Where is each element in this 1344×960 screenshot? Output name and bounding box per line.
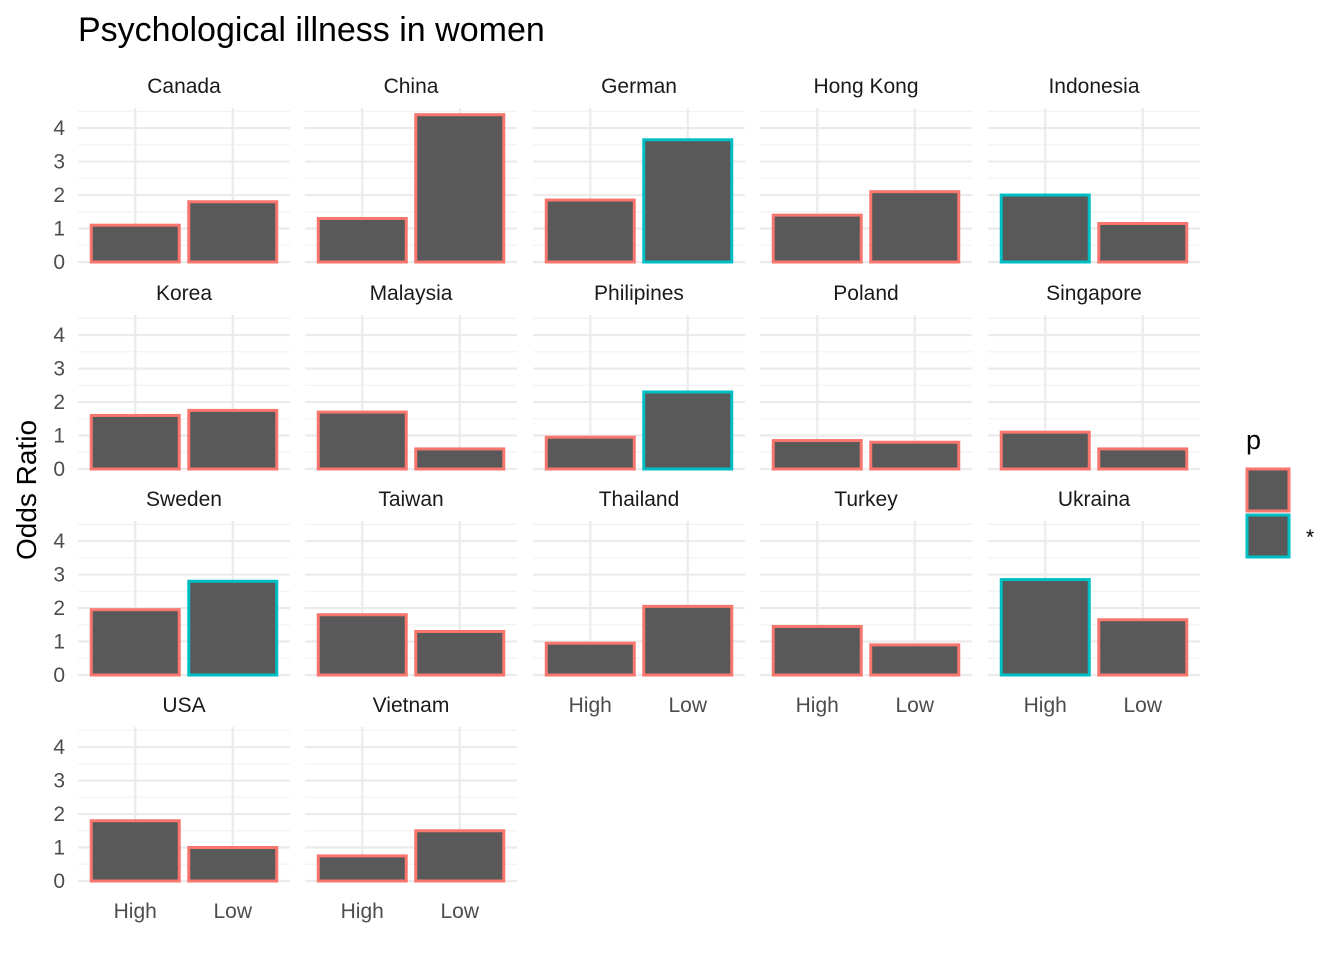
bar-hong-kong-high: [771, 213, 863, 264]
y-tick-label: 3: [53, 358, 65, 381]
legend-key-significant: [1245, 513, 1291, 559]
bar-ukraina-high: [999, 578, 1091, 677]
bar-singapore-low: [1097, 447, 1189, 471]
legend: p *: [1245, 425, 1314, 559]
x-tick-label: Low: [440, 900, 479, 923]
y-axis-label: Odds Ratio: [11, 420, 42, 560]
facet-panels: Canada 0 1 2 3 4 China German Hong Kong Indonesia…: [53, 75, 1200, 923]
bar-sweden-low: [187, 579, 279, 677]
bar-korea-high: [89, 413, 181, 471]
x-tick-label: Low: [668, 694, 707, 717]
y-tick-label: 4: [53, 530, 65, 553]
x-tick-label: Low: [895, 694, 934, 717]
y-tick-label: 4: [53, 324, 65, 347]
bar-philipines-low: [642, 390, 734, 471]
bar-china-low: [414, 113, 506, 264]
facet-label-sweden: Sweden: [146, 488, 222, 511]
y-tick-label: 3: [53, 151, 65, 174]
bar-malaysia-low: [414, 447, 506, 471]
y-tick-label: 1: [53, 218, 65, 241]
y-tick-label: 0: [53, 870, 65, 893]
x-tick-label: High: [796, 694, 839, 717]
y-tick-label: 3: [53, 564, 65, 587]
chart-title: Psychological illness in women: [78, 11, 545, 49]
bar-taiwan-low: [414, 629, 506, 677]
bar-philipines-high: [544, 435, 636, 471]
bar-malaysia-high: [316, 410, 408, 471]
y-tick-label: 0: [53, 664, 65, 687]
bar-german-low: [642, 138, 734, 264]
y-tick-label: 4: [53, 736, 65, 759]
legend-label-significant: *: [1306, 526, 1314, 549]
bar-taiwan-high: [316, 613, 408, 677]
y-tick-label: 2: [53, 803, 65, 826]
facet-label-taiwan: Taiwan: [378, 488, 443, 511]
bar-poland-low: [869, 440, 961, 471]
facet-label-canada: Canada: [147, 75, 221, 98]
facet-label-korea: Korea: [156, 282, 212, 305]
bar-korea-low: [187, 408, 279, 471]
y-tick-label: 1: [53, 837, 65, 860]
bar-german-high: [544, 198, 636, 264]
bar-singapore-high: [999, 430, 1091, 471]
facet-label-thailand: Thailand: [599, 488, 680, 511]
facet-label-usa: USA: [162, 694, 205, 717]
x-tick-label: High: [114, 900, 157, 923]
x-tick-label: High: [569, 694, 612, 717]
bar-canada-low: [187, 200, 279, 264]
bar-thailand-low: [642, 604, 734, 677]
legend-key-not-significant: [1245, 467, 1291, 513]
bar-vietnam-low: [414, 829, 506, 883]
y-tick-label: 3: [53, 770, 65, 793]
bar-turkey-low: [869, 643, 961, 677]
facet-label-ukraina: Ukraina: [1058, 488, 1131, 511]
x-tick-label: Low: [213, 900, 252, 923]
bar-thailand-high: [544, 641, 636, 677]
y-tick-label: 0: [53, 251, 65, 274]
bar-usa-high: [89, 819, 181, 883]
y-tick-label: 0: [53, 458, 65, 481]
facet-label-german: German: [601, 75, 677, 98]
y-tick-label: 2: [53, 391, 65, 414]
bar-china-high: [316, 216, 408, 264]
bar-poland-high: [771, 439, 863, 471]
facet-label-philipines: Philipines: [594, 282, 684, 305]
y-tick-label: 2: [53, 184, 65, 207]
x-tick-label: Low: [1123, 694, 1162, 717]
x-tick-label: High: [341, 900, 384, 923]
bar-ukraina-low: [1097, 618, 1189, 677]
bar-hong-kong-low: [869, 190, 961, 264]
legend-title: p: [1246, 425, 1261, 455]
facet-label-vietnam: Vietnam: [373, 694, 450, 717]
bar-indonesia-high: [999, 193, 1091, 264]
y-tick-label: 1: [53, 631, 65, 654]
bar-sweden-high: [89, 608, 181, 677]
bar-vietnam-high: [316, 854, 408, 883]
bar-usa-low: [187, 846, 279, 883]
y-tick-label: 1: [53, 425, 65, 448]
facet-label-hong-kong: Hong Kong: [813, 75, 918, 98]
facet-label-malaysia: Malaysia: [370, 282, 453, 305]
facet-label-poland: Poland: [833, 282, 898, 305]
y-tick-label: 4: [53, 117, 65, 140]
bar-indonesia-low: [1097, 222, 1189, 264]
facet-label-singapore: Singapore: [1046, 282, 1142, 305]
facet-label-turkey: Turkey: [834, 488, 898, 511]
facet-label-china: China: [384, 75, 439, 98]
bar-turkey-high: [771, 624, 863, 677]
bar-canada-high: [89, 223, 181, 264]
x-tick-label: High: [1024, 694, 1067, 717]
facet-label-indonesia: Indonesia: [1048, 75, 1139, 98]
y-tick-label: 2: [53, 597, 65, 620]
